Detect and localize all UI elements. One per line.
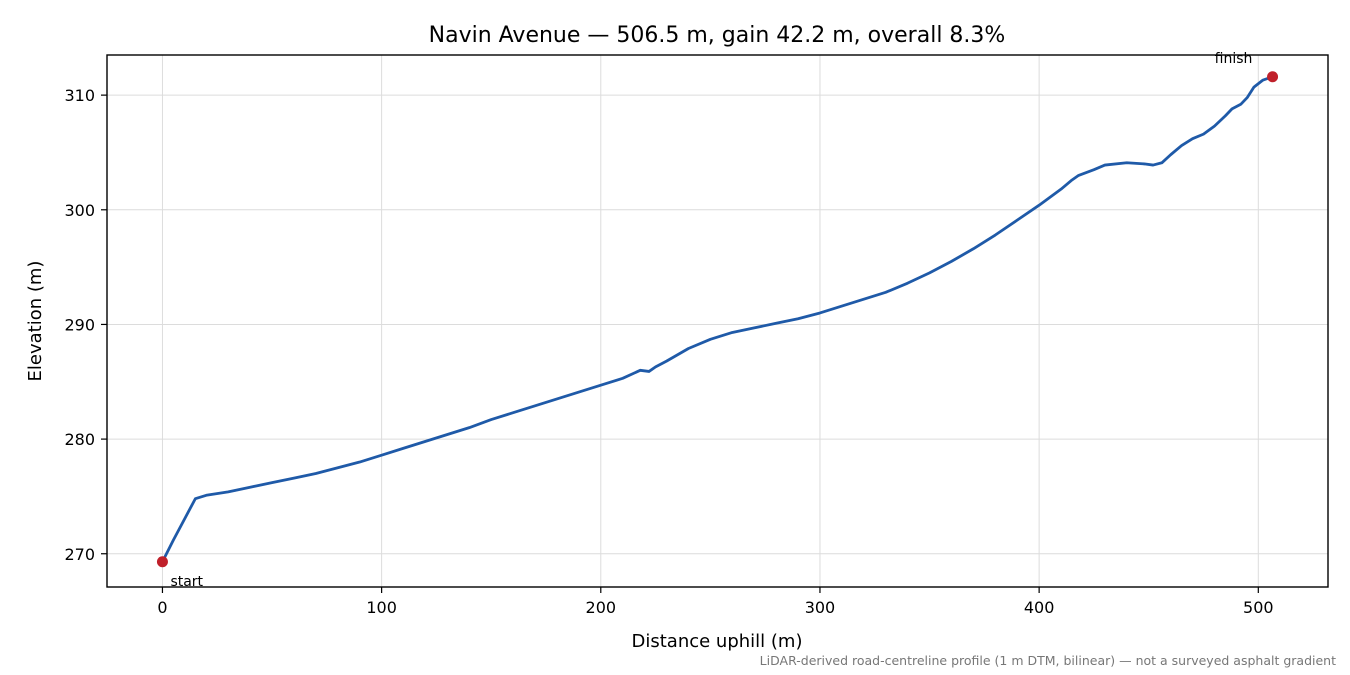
plot-frame — [106, 54, 1329, 588]
y-axis-label: Elevation (m) — [25, 261, 46, 382]
footnote: LiDAR-derived road-centreline profile (1… — [760, 653, 1336, 668]
x-tick-label: 0 — [157, 598, 167, 617]
x-tick-label: 200 — [586, 598, 617, 617]
y-tick-label: 300 — [64, 201, 95, 220]
finish-marker — [1267, 71, 1279, 83]
x-tick-label: 500 — [1243, 598, 1274, 617]
start-annotation: start — [170, 574, 203, 590]
x-axis-label: Distance uphill (m) — [632, 631, 803, 652]
y-tick-label: 270 — [64, 545, 95, 564]
axis-ticks: 0 100 200 300 400 500 270 280 290 300 310 — [64, 86, 1273, 617]
y-tick-label: 280 — [64, 430, 95, 449]
y-tick-label: 290 — [64, 315, 95, 334]
elevation-series-line — [161, 75, 1274, 564]
start-marker — [156, 556, 168, 568]
finish-annotation: finish — [1215, 51, 1253, 67]
x-tick-label: 300 — [805, 598, 836, 617]
x-tick-label: 400 — [1024, 598, 1055, 617]
chart-title: Navin Avenue — 506.5 m, gain 42.2 m, ove… — [429, 23, 1006, 48]
y-tick-label: 310 — [64, 86, 95, 105]
grid — [107, 55, 1328, 587]
x-tick-label: 100 — [366, 598, 397, 617]
